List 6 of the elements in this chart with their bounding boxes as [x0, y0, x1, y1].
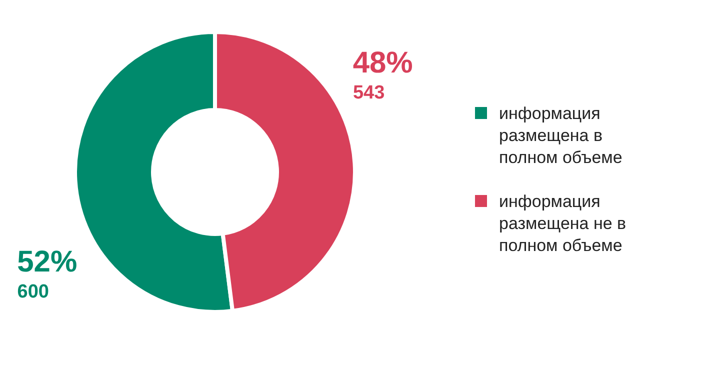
text: 543 [352, 82, 385, 104]
legend-label: информация размещена в полном объеме [499, 103, 624, 169]
legend-label: информация размещена не в полном объеме [499, 191, 628, 257]
text: 600 [17, 281, 50, 302]
data-label: 52% [17, 245, 78, 278]
data-label: 48% [352, 46, 413, 80]
